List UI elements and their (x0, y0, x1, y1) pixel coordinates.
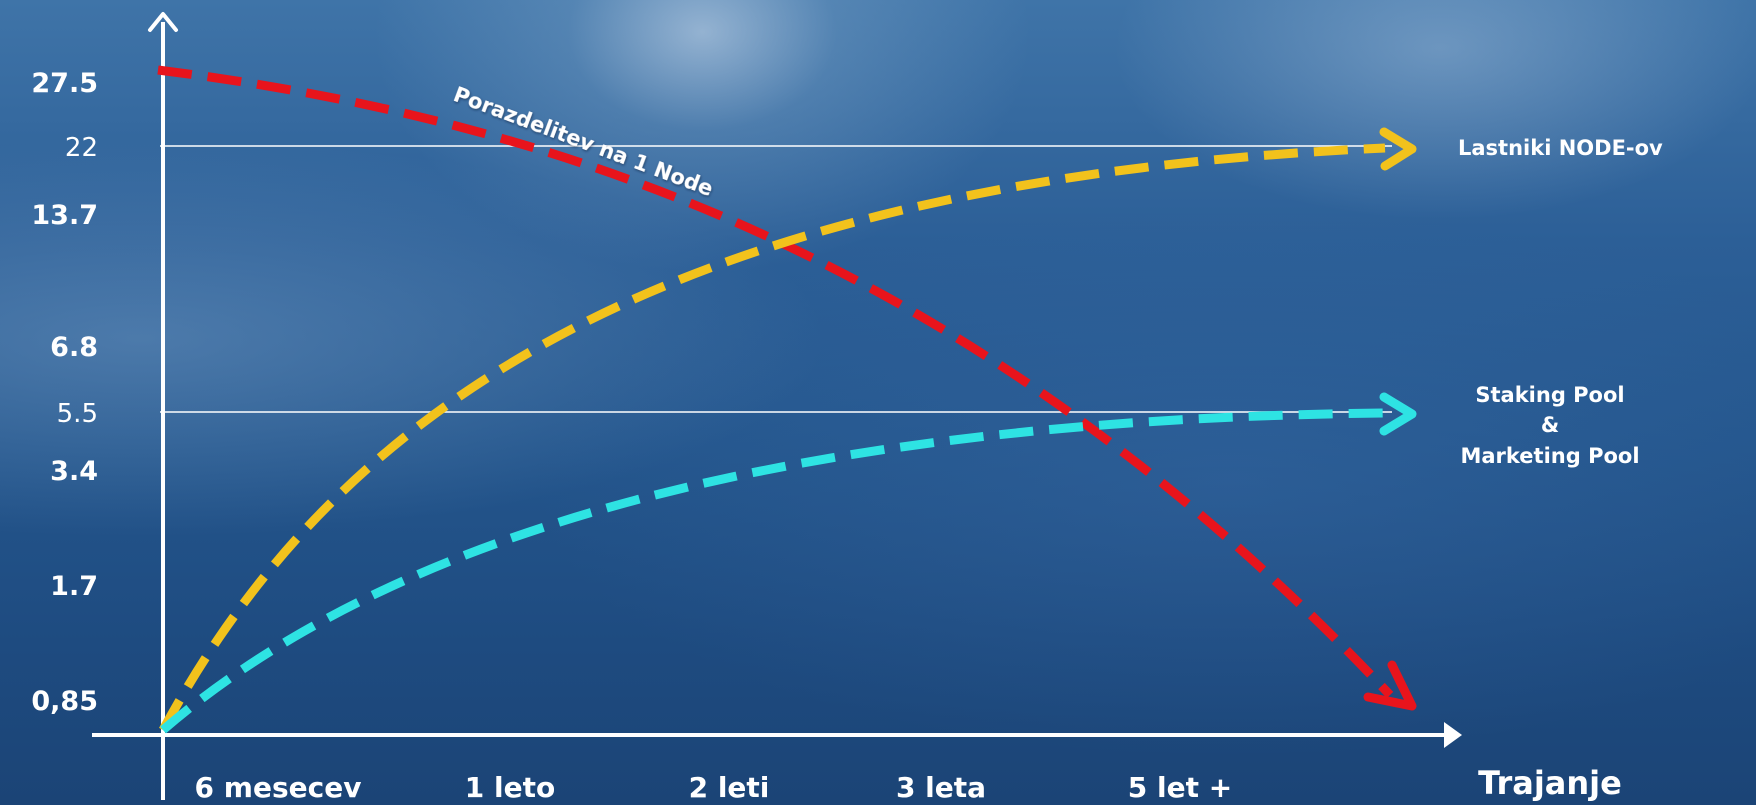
series-label-per-node: Porazdelitev na 1 Node (450, 82, 716, 201)
series-curve-node-owners (159, 143, 1386, 733)
series-curve-node-owners-arrowhead (1379, 127, 1417, 171)
series-curve-staking-marketing (160, 408, 1386, 734)
series-label-line: & (1541, 413, 1559, 437)
y-tick-label: 27.5 (31, 68, 98, 99)
y-tick-label: 13.7 (31, 200, 98, 231)
series-curve-staking-marketing-arrowhead (1379, 392, 1417, 436)
y-tick-label: 1.7 (50, 571, 98, 602)
x-axis-title: Trajanje (1478, 764, 1622, 802)
y-tick-label: 0,85 (31, 686, 98, 717)
series-label-line: Staking Pool (1475, 383, 1624, 407)
series-label-staking-marketing: Staking Pool & Marketing Pool (1460, 383, 1639, 468)
x-tick-label: 5 let + (1128, 771, 1232, 804)
x-tick-label: 1 leto (465, 771, 555, 804)
series-label-nodes: Lastniki NODE-ov (1458, 136, 1663, 160)
x-tick-label: 2 leti (689, 771, 770, 804)
series-label-line: Marketing Pool (1460, 444, 1639, 468)
x-tick-label: 6 mesecev (195, 771, 362, 804)
y-tick-label: 3.4 (50, 456, 98, 487)
series-curve-per-node-arrowhead (1363, 660, 1417, 711)
x-tick-label: 3 leta (896, 771, 986, 804)
series-curves (157, 65, 1417, 734)
y-tick-label: 6.8 (50, 332, 98, 363)
y-axis-arrowhead (148, 12, 178, 32)
y-tick-label: 5.5 (57, 399, 98, 429)
y-tick-label: 22 (65, 133, 98, 163)
x-axis-arrowhead (1444, 722, 1462, 748)
x-tick-labels: 6 mesecev 1 leto 2 leti 3 leta 5 let + (195, 771, 1233, 804)
series-curve-per-node (157, 65, 1394, 699)
y-tick-labels: 27.5 22 13.7 6.8 5.5 3.4 1.7 0,85 (31, 68, 98, 717)
